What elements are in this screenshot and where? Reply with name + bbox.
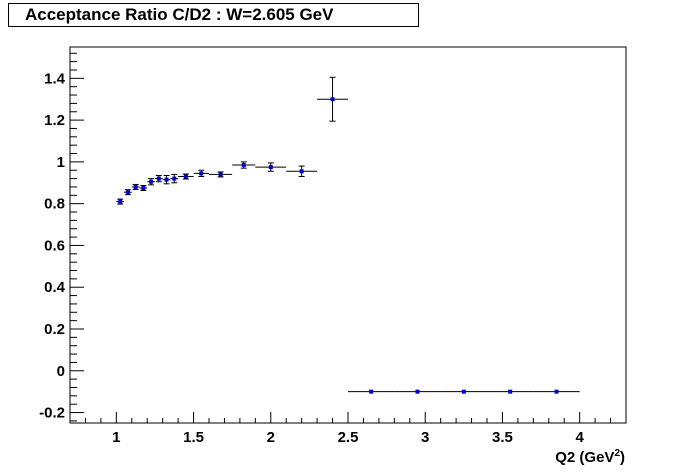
data-point xyxy=(131,183,140,190)
data-point xyxy=(317,76,348,122)
data-point xyxy=(147,178,155,186)
data-marker xyxy=(241,163,246,168)
data-point xyxy=(154,174,163,183)
data-series xyxy=(116,76,580,394)
y-tick-label: 1.2 xyxy=(44,112,65,129)
x-axis-tick-labels: 1 1.5 2 2.5 3 3.5 4 xyxy=(112,429,584,446)
data-marker xyxy=(299,169,304,174)
chart-title: Acceptance Ratio C/D2 : W=2.605 GeV xyxy=(8,3,419,27)
data-marker xyxy=(218,172,223,177)
data-marker xyxy=(149,179,154,184)
data-point xyxy=(124,189,132,196)
data-marker xyxy=(369,389,374,394)
data-point xyxy=(394,389,441,394)
data-marker xyxy=(461,389,466,394)
x-tick-label: 1.5 xyxy=(183,429,204,446)
data-point xyxy=(348,389,395,394)
data-point xyxy=(487,389,534,394)
y-tick-label: 1.4 xyxy=(44,70,66,87)
y-tick-label: 0.2 xyxy=(44,321,65,338)
data-marker xyxy=(268,165,273,170)
y-tick-label: 0.4 xyxy=(44,279,66,296)
plot-frame xyxy=(69,46,627,424)
data-point xyxy=(255,162,287,172)
y-tick-label: 0.8 xyxy=(44,196,65,213)
y-tick-label: 1 xyxy=(57,154,65,171)
data-marker xyxy=(156,176,161,181)
data-point xyxy=(440,389,487,394)
y-tick-label: 0.6 xyxy=(44,237,65,254)
data-marker xyxy=(330,97,335,102)
data-point xyxy=(162,174,171,185)
y-axis-tick-labels: -0.2 0 0.2 0.4 0.6 0.8 1 1.2 1.4 xyxy=(39,70,66,421)
data-marker xyxy=(199,171,204,176)
x-tick-label: 2.5 xyxy=(338,429,359,446)
data-point xyxy=(209,171,233,178)
data-marker xyxy=(141,186,146,190)
data-marker xyxy=(133,184,138,189)
x-tick-label: 3.5 xyxy=(492,429,513,446)
data-point xyxy=(178,173,194,180)
x-tick-label: 2 xyxy=(267,429,275,446)
data-marker xyxy=(172,176,177,181)
y-axis-ticks xyxy=(70,52,84,422)
x-axis-ticks xyxy=(69,412,627,423)
data-marker xyxy=(183,174,188,179)
data-marker xyxy=(508,389,513,394)
y-tick-label: -0.2 xyxy=(39,405,65,422)
x-tick-label: 3 xyxy=(421,429,429,446)
data-point xyxy=(116,198,125,205)
data-point xyxy=(232,161,256,169)
data-marker xyxy=(164,177,169,182)
x-tick-label: 4 xyxy=(575,429,584,446)
data-point xyxy=(139,184,148,192)
data-point xyxy=(170,173,179,184)
data-point xyxy=(533,389,580,394)
data-marker xyxy=(415,389,420,394)
x-tick-label: 1 xyxy=(112,429,120,446)
data-marker xyxy=(118,199,123,204)
data-point xyxy=(193,169,209,178)
data-point xyxy=(286,165,318,178)
x-axis-label: Q2 (GeV2) xyxy=(555,448,625,466)
y-tick-label: 0 xyxy=(57,363,65,380)
data-marker xyxy=(554,389,559,394)
data-marker xyxy=(125,190,130,195)
